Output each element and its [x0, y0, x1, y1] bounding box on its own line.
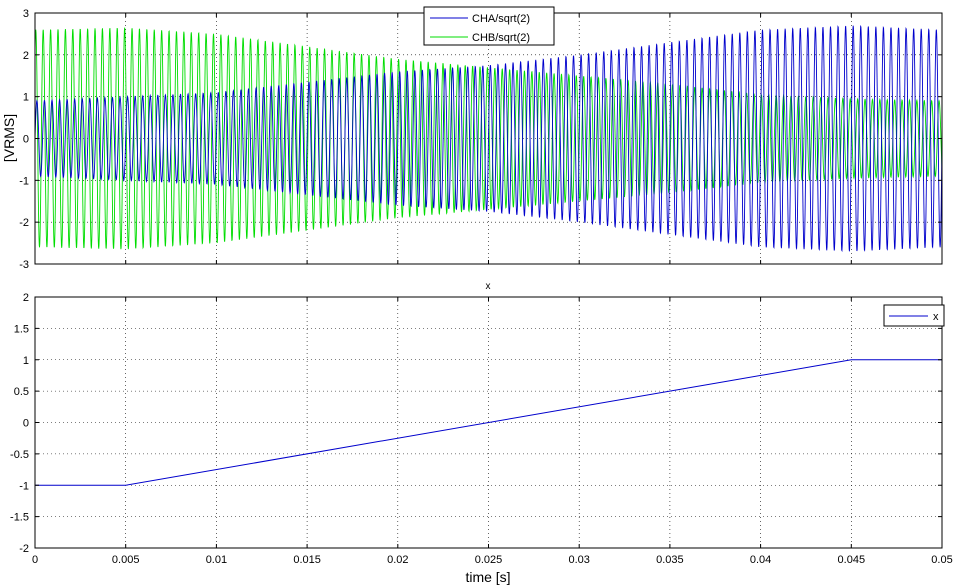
top-y-tick-label: 3 — [23, 8, 29, 20]
top-y-tick-label: 2 — [23, 50, 29, 62]
bottom-y-tick-label: -1 — [19, 480, 29, 492]
bottom-x-tick-label: 0.05 — [931, 554, 952, 566]
bottom-x-tick-label: 0.04 — [750, 554, 771, 566]
bottom-x-tick-label: 0.005 — [112, 554, 140, 566]
bottom-legend: x — [883, 304, 945, 327]
legend-chb-label: CHB/sqrt(2) — [472, 32, 530, 44]
bottom-x-tick-label: 0.03 — [568, 554, 589, 566]
bottom-x-tick-label: 0.02 — [387, 554, 408, 566]
bottom-x-tick-label: 0.035 — [656, 554, 684, 566]
legend-x-label: x — [933, 311, 939, 323]
bottom-y-tick-label: 2 — [23, 292, 29, 304]
top-y-tick-label: -3 — [19, 259, 29, 271]
top-y-tick-label: -1 — [19, 175, 29, 187]
bottom-x-tick-label: 0.045 — [838, 554, 866, 566]
x-series-line — [35, 359, 942, 486]
bottom-y-tick-label: 1.5 — [14, 323, 29, 335]
top-y-tick-label: 0 — [23, 134, 29, 146]
top-y-tick-label: -2 — [19, 217, 29, 229]
bottom-x-tick-label: 0.025 — [475, 554, 503, 566]
chb-series-line — [34, 27, 943, 250]
bottom-x-tick-label: 0.01 — [206, 554, 227, 566]
top-legend-box — [423, 6, 555, 46]
bottom-y-tick-label: 0 — [23, 418, 29, 430]
bottom-x-axis-label: time [s] — [465, 569, 510, 585]
bottom-y-tick-label: 1 — [23, 355, 29, 367]
top-legend: CHA/sqrt(2) CHB/sqrt(2) — [423, 6, 555, 46]
bottom-plot: x 0 0.005 0.01 0.015 0.02 0.025 0.03 0.035 0.04 0… — [10, 281, 953, 585]
bottom-x-tick-label: 0 — [32, 554, 38, 566]
bottom-ticks: 0 0.005 0.01 0.015 0.02 0.025 0.03 0.035 0.04 0.0… — [10, 292, 953, 566]
top-series — [34, 24, 943, 253]
bottom-y-tick-label: -2 — [19, 543, 29, 555]
bottom-y-tick-label: 0.5 — [14, 386, 29, 398]
top-y-tick-label: 1 — [23, 92, 29, 104]
top-y-axis-label: [VRMS] — [1, 114, 17, 162]
bottom-x-tick-label: 0.015 — [293, 554, 321, 566]
bottom-series — [35, 359, 942, 486]
top-ticks: -3 -2 -1 0 1 2 3 — [19, 8, 943, 271]
cha-series-line — [34, 24, 943, 253]
bottom-y-tick-label: -1.5 — [10, 512, 29, 524]
bottom-y-tick-label: -0.5 — [10, 449, 29, 461]
bottom-plot-title: x — [486, 281, 491, 292]
legend-cha-label: CHA/sqrt(2) — [472, 13, 530, 25]
top-plot: -3 -2 -1 0 1 2 3 [VRMS] CHA/sqrt(2) CHB/sqrt(2… — [1, 6, 943, 271]
